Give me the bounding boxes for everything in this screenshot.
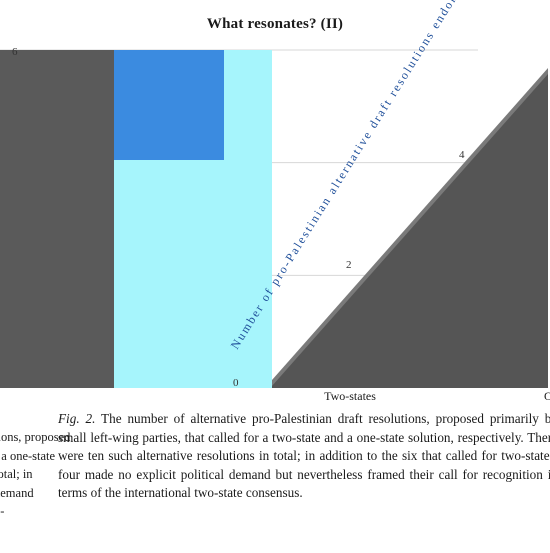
y-tick-label: 0 [233,377,239,389]
category-label: ne-state [0,397,35,400]
category-layer: ne-state Two-states O [0,389,550,400]
bar-two-states-top [114,50,224,160]
y-tick-label: 4 [459,149,465,161]
y-tick-label: 2 [346,259,352,271]
chart-title: What resonates? (II) [206,16,344,32]
bar-other-edge [272,68,548,386]
figure-caption: Fig. 2. The number of alternative pro-Pa… [58,410,550,503]
figure-caption-text: The number of alternative pro-Palestinia… [58,411,550,501]
tick-layer: 0 2 4 6 [12,46,465,389]
bar-layer [0,50,548,388]
category-label: O [544,389,550,400]
category-label: Two-states [324,389,376,400]
figure-caption-label: Fig. 2. [58,411,96,426]
bar-one-state [0,50,114,388]
adjacent-column-text: tions, proposed r a one-state total; in … [0,430,71,519]
y-tick-label: 6 [12,46,18,58]
